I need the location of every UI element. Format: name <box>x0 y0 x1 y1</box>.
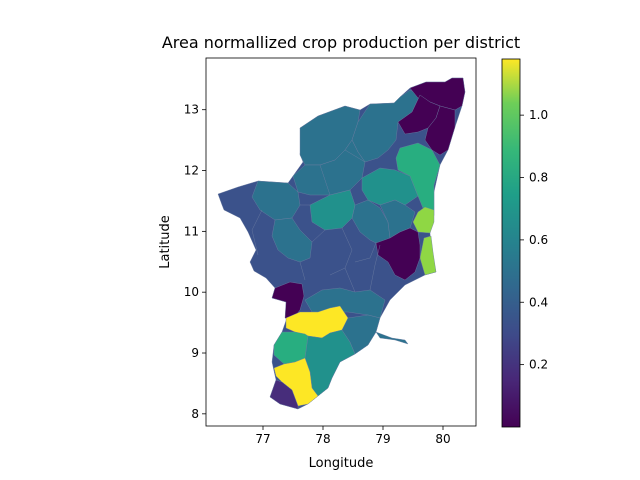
colorbar-tick-label: 0.4 <box>529 295 548 309</box>
y-tick-label: 10 <box>184 285 199 299</box>
colorbar-tick-label: 0.2 <box>529 358 548 372</box>
y-tick-label: 8 <box>191 407 199 421</box>
district-region <box>271 217 313 263</box>
map-regions <box>217 77 466 410</box>
district-border <box>251 149 381 293</box>
district-region <box>309 189 356 231</box>
district-region <box>269 379 299 410</box>
district-region <box>424 105 456 156</box>
chart-title: Area normallized crop production per dis… <box>162 33 520 52</box>
y-axis-ticks: 8 9 10 11 12 13 <box>184 103 206 421</box>
district-region <box>412 206 435 234</box>
district-region <box>375 227 421 281</box>
y-axis-label: Latitude <box>158 215 173 269</box>
district-region <box>375 331 409 345</box>
x-axis-ticks: 77 78 79 80 <box>255 426 451 446</box>
colorbar-ticks: 0.2 0.4 0.6 0.8 1.0 <box>520 108 548 372</box>
x-tick-label: 80 <box>435 432 450 446</box>
axes-frame <box>205 57 477 427</box>
y-tick-label: 13 <box>184 103 199 117</box>
colorbar <box>501 58 521 428</box>
colorbar-tick-label: 0.8 <box>529 171 548 185</box>
x-axis-label: Longitude <box>309 456 374 471</box>
district-region <box>304 329 356 397</box>
x-tick-label: 79 <box>375 432 390 446</box>
district-region <box>341 314 381 355</box>
y-tick-label: 12 <box>184 164 199 178</box>
colorbar-tick-label: 1.0 <box>529 108 548 122</box>
y-tick-label: 9 <box>191 346 199 360</box>
x-tick-label: 78 <box>315 432 330 446</box>
district-region <box>292 139 366 196</box>
colorbar-tick-label: 0.6 <box>529 233 548 247</box>
x-tick-label: 77 <box>255 432 270 446</box>
y-tick-label: 11 <box>184 224 199 238</box>
